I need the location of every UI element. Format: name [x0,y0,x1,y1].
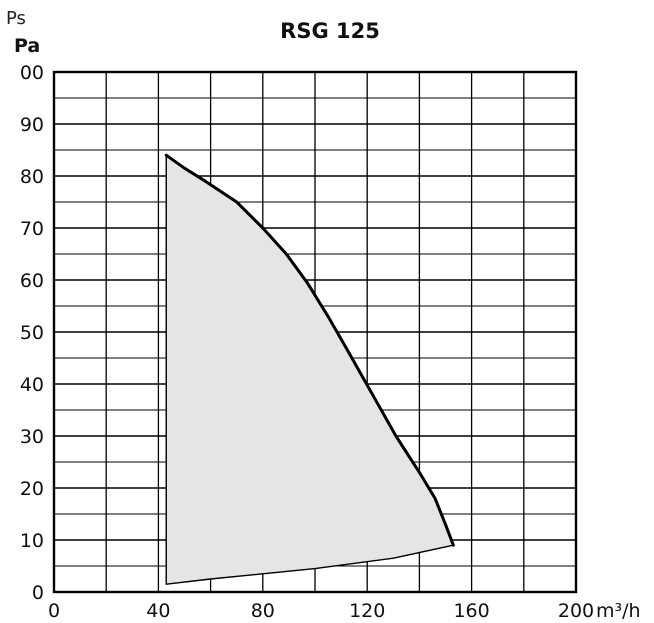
chart-title: RSG 125 [280,19,380,43]
operating-area [164,153,455,585]
y-tick-label: 10 [20,530,44,552]
y-tick-label: 30 [20,426,44,448]
y-tick-label: 0 [32,582,44,604]
x-tick-label: 200 [558,600,594,622]
y-tick-label: 90 [20,114,44,136]
x-axis-unit: m³/h [596,600,641,622]
y-axis-label: Ps [6,8,26,29]
y-tick-label: 80 [20,166,44,188]
x-tick-label: 160 [453,600,489,622]
x-tick-label: 80 [251,600,275,622]
x-tick-labels: 0 40 80 120 160 200 [48,600,594,622]
y-tick-label: 20 [20,478,44,500]
y-tick-labels: 0 10 20 30 40 50 60 70 80 90 00 [20,62,44,604]
y-tick-label: 50 [20,322,44,344]
y-tick-label: 70 [20,218,44,240]
x-tick-label: 120 [349,600,385,622]
fan-curve-line [164,153,455,547]
y-tick-label: 60 [20,270,44,292]
x-tick-label: 0 [48,600,60,622]
y-tick-label: 00 [20,62,44,84]
y-tick-label: 40 [20,374,44,396]
plot-frame [52,70,578,594]
y-axis-unit: Pa [14,35,40,57]
x-tick-label: 40 [146,600,170,622]
operating-area-fill [165,154,455,585]
